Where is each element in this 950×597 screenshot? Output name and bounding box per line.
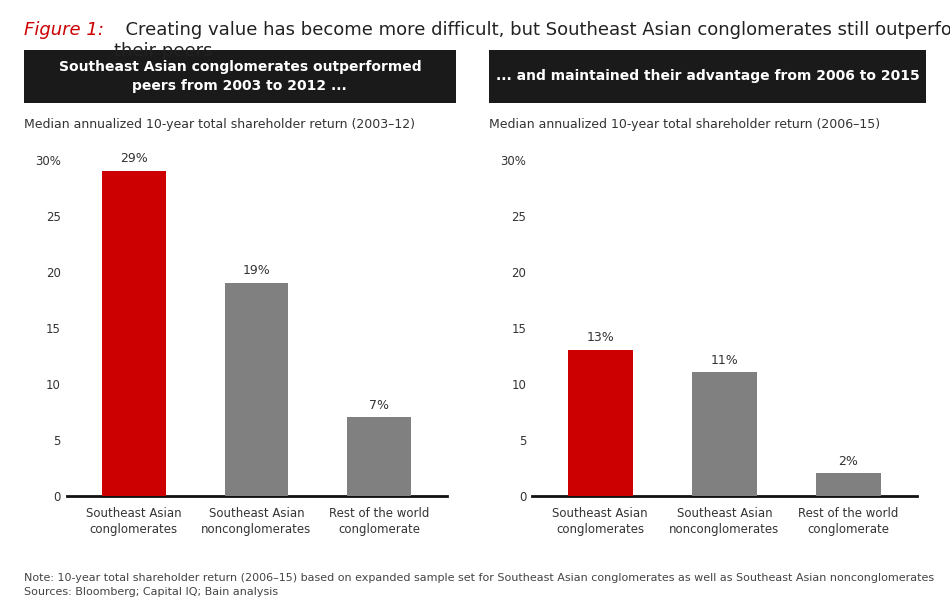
Bar (568, 350, 633, 496)
Bar (347, 417, 411, 496)
Bar (102, 171, 166, 496)
Text: Note: 10-year total shareholder return (2006–15) based on expanded sample set fo: Note: 10-year total shareholder return (… (24, 573, 934, 597)
Bar (224, 283, 289, 496)
Text: 7%: 7% (370, 399, 390, 411)
Text: Creating value has become more difficult, but Southeast Asian conglomerates stil: Creating value has become more difficult… (114, 21, 950, 60)
Text: 29%: 29% (120, 152, 148, 165)
Text: 2%: 2% (839, 454, 859, 467)
Text: ... and maintained their advantage from 2006 to 2015: ... and maintained their advantage from … (496, 69, 920, 84)
Text: 19%: 19% (242, 264, 271, 277)
Text: Median annualized 10-year total shareholder return (2003–12): Median annualized 10-year total sharehol… (24, 118, 415, 131)
Bar (693, 373, 756, 496)
Bar (816, 473, 881, 496)
Text: Southeast Asian conglomerates outperformed
peers from 2003 to 2012 ...: Southeast Asian conglomerates outperform… (59, 60, 421, 93)
Text: 13%: 13% (586, 331, 614, 344)
Text: Figure 1:: Figure 1: (24, 21, 104, 39)
Text: Median annualized 10-year total shareholder return (2006–15): Median annualized 10-year total sharehol… (489, 118, 881, 131)
Text: 11%: 11% (711, 354, 738, 367)
